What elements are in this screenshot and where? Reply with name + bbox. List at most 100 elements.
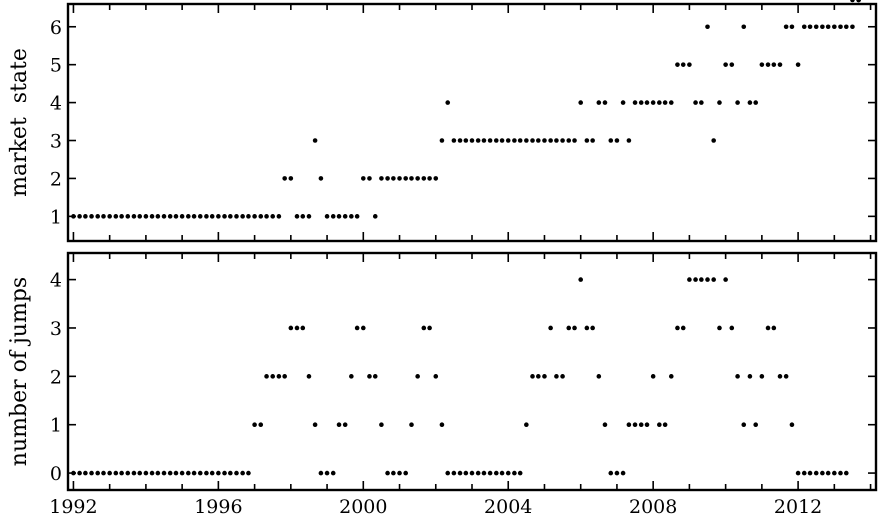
market-state-data-point bbox=[578, 100, 583, 105]
market-state-data-point bbox=[77, 214, 82, 219]
number-of-jumps-data-point bbox=[807, 470, 813, 476]
market-state-data-point bbox=[209, 214, 215, 219]
market-state-data-point bbox=[475, 138, 481, 143]
market-state-data-point bbox=[832, 24, 837, 30]
number-of-jumps-y-tick-label: 2 bbox=[50, 366, 62, 388]
market-state-data-point bbox=[349, 214, 354, 219]
market-state-data-point bbox=[620, 100, 626, 105]
market-state-data-point bbox=[421, 176, 427, 181]
market-state-data-point bbox=[499, 138, 505, 143]
market-state-data-point bbox=[318, 176, 324, 181]
market-state-data-point bbox=[330, 214, 336, 219]
market-state-data-point bbox=[433, 176, 439, 181]
number-of-jumps-data-point bbox=[789, 422, 795, 428]
number-of-jumps-data-point bbox=[89, 470, 94, 476]
number-of-jumps-data-point bbox=[125, 470, 131, 476]
number-of-jumps-data-point bbox=[717, 325, 722, 331]
market-state-data-point bbox=[747, 100, 753, 105]
number-of-jumps-data-point bbox=[662, 422, 668, 428]
market-state-data-point bbox=[765, 62, 771, 67]
x-tick-label: 1992 bbox=[49, 496, 97, 518]
market-state-data-point bbox=[107, 214, 112, 219]
number-of-jumps-data-point bbox=[191, 470, 197, 476]
market-state-data-point bbox=[95, 214, 101, 219]
number-of-jumps-data-point bbox=[185, 470, 191, 476]
number-of-jumps-data-point bbox=[354, 325, 360, 331]
market-state-data-point bbox=[717, 100, 722, 105]
number-of-jumps-data-point bbox=[397, 470, 402, 476]
market-state-data-point bbox=[324, 214, 330, 219]
market-state-data-point bbox=[125, 214, 131, 219]
market-state-data-point bbox=[481, 138, 487, 143]
number-of-jumps-data-point bbox=[349, 374, 354, 379]
number-of-jumps-data-point bbox=[228, 470, 233, 476]
number-of-jumps-data-point bbox=[530, 374, 535, 379]
number-of-jumps-data-point bbox=[735, 374, 740, 379]
market-state-y-tick-label: 2 bbox=[50, 168, 62, 190]
market-state-y-tick-label: 6 bbox=[50, 17, 62, 39]
market-state-data-point bbox=[391, 176, 396, 181]
number-of-jumps-data-point bbox=[481, 470, 487, 476]
number-of-jumps-data-point bbox=[801, 470, 807, 476]
number-of-jumps-data-point bbox=[403, 470, 408, 476]
market-state-data-point bbox=[493, 138, 499, 143]
number-of-jumps-data-point bbox=[457, 470, 463, 476]
number-of-jumps-y-tick-label: 3 bbox=[50, 318, 62, 340]
market-state-data-point bbox=[288, 176, 294, 181]
number-of-jumps-data-point bbox=[783, 374, 789, 379]
number-of-jumps-data-point bbox=[276, 374, 282, 379]
market-state-data-point bbox=[850, 24, 855, 30]
market-state-data-point bbox=[306, 214, 312, 219]
market-state-data-point bbox=[487, 138, 493, 143]
number-of-jumps-data-point bbox=[445, 470, 451, 476]
market-state-data-point bbox=[119, 214, 124, 219]
market-state-data-point bbox=[354, 214, 360, 219]
number-of-jumps-data-point bbox=[300, 325, 306, 331]
market-state-data-point bbox=[668, 100, 674, 105]
market-state-data-point bbox=[185, 214, 191, 219]
number-of-jumps-data-point bbox=[409, 422, 414, 428]
number-of-jumps-data-point bbox=[548, 325, 553, 331]
number-of-jumps-data-point bbox=[439, 422, 445, 428]
market-state-data-point bbox=[512, 138, 517, 143]
number-of-jumps-data-point bbox=[820, 470, 825, 476]
market-state-data-point bbox=[699, 100, 704, 105]
market-state-data-point bbox=[650, 100, 656, 105]
market-state-data-point bbox=[838, 24, 843, 30]
market-state-y-tick-label: 3 bbox=[50, 131, 62, 153]
number-of-jumps-data-point bbox=[113, 470, 119, 476]
number-of-jumps-data-point bbox=[825, 470, 831, 476]
market-state-data-point bbox=[602, 100, 608, 105]
number-of-jumps-data-point bbox=[554, 374, 559, 379]
number-of-jumps-data-point bbox=[850, 0, 855, 3]
market-state-data-point bbox=[662, 100, 668, 105]
market-state-data-point bbox=[276, 214, 282, 219]
market-state-data-point bbox=[439, 138, 445, 143]
number-of-jumps-data-point bbox=[197, 470, 203, 476]
market-state-data-point bbox=[379, 176, 384, 181]
number-of-jumps-y-tick-label: 1 bbox=[50, 415, 62, 437]
market-state-data-point bbox=[759, 62, 765, 67]
number-of-jumps-data-point bbox=[687, 277, 692, 282]
number-of-jumps-data-point bbox=[638, 422, 644, 428]
number-of-jumps-data-point bbox=[433, 374, 439, 379]
number-of-jumps-data-point bbox=[451, 470, 457, 476]
market-state-y-tick-label: 1 bbox=[50, 206, 62, 228]
number-of-jumps-y-tick-label: 0 bbox=[50, 463, 62, 485]
market-state-data-point bbox=[167, 214, 173, 219]
number-of-jumps-data-point bbox=[336, 422, 342, 428]
market-state-data-point bbox=[729, 62, 735, 67]
number-of-jumps-data-point bbox=[578, 277, 583, 282]
market-state-data-point bbox=[723, 62, 728, 67]
number-of-jumps-data-point bbox=[699, 277, 704, 282]
market-state-data-point bbox=[234, 214, 239, 219]
number-of-jumps-data-point bbox=[590, 325, 595, 331]
market-state-data-point bbox=[137, 214, 143, 219]
market-state-data-point bbox=[197, 214, 203, 219]
market-state-data-point bbox=[813, 24, 819, 30]
market-state-data-point bbox=[252, 214, 257, 219]
market-state-data-point bbox=[675, 62, 680, 67]
number-of-jumps-data-point bbox=[282, 374, 287, 379]
